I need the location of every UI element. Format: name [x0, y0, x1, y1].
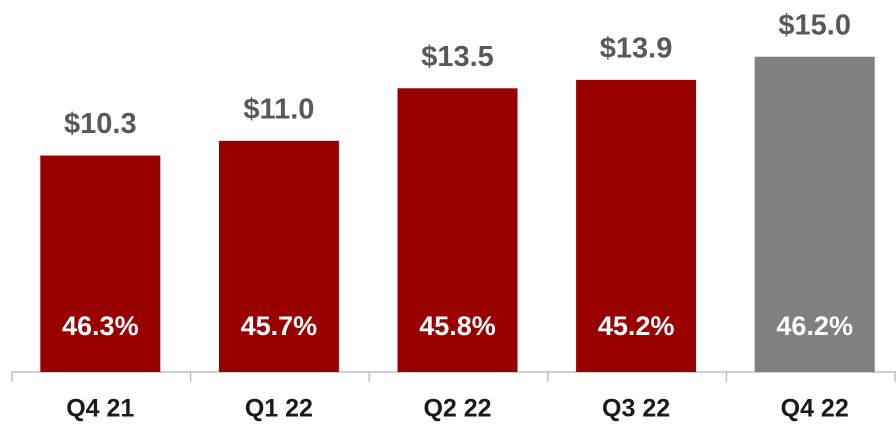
value-label: $10.3: [64, 108, 137, 140]
bar: [754, 56, 875, 373]
value-label: $11.0: [243, 93, 314, 125]
bar: [576, 79, 697, 372]
value-label: $15.0: [778, 9, 851, 41]
bar: [218, 140, 339, 372]
x-tick-label: Q4 21: [66, 395, 134, 423]
value-label: $13.5: [421, 41, 494, 73]
margin-label: 46.3%: [62, 311, 139, 341]
bar: [40, 155, 161, 372]
value-label: $13.9: [600, 33, 673, 65]
bar: [397, 88, 518, 373]
x-tick-label: Q2 22: [423, 395, 491, 423]
margin-label: 45.8%: [419, 311, 496, 341]
margin-label: 45.7%: [241, 311, 318, 341]
x-tick-label: Q1 22: [245, 395, 313, 423]
margin-label: 45.2%: [598, 311, 675, 341]
x-tick-label: Q3 22: [602, 395, 670, 423]
margin-label: 46.2%: [776, 311, 853, 341]
x-tick-label: Q4 22: [781, 395, 849, 423]
